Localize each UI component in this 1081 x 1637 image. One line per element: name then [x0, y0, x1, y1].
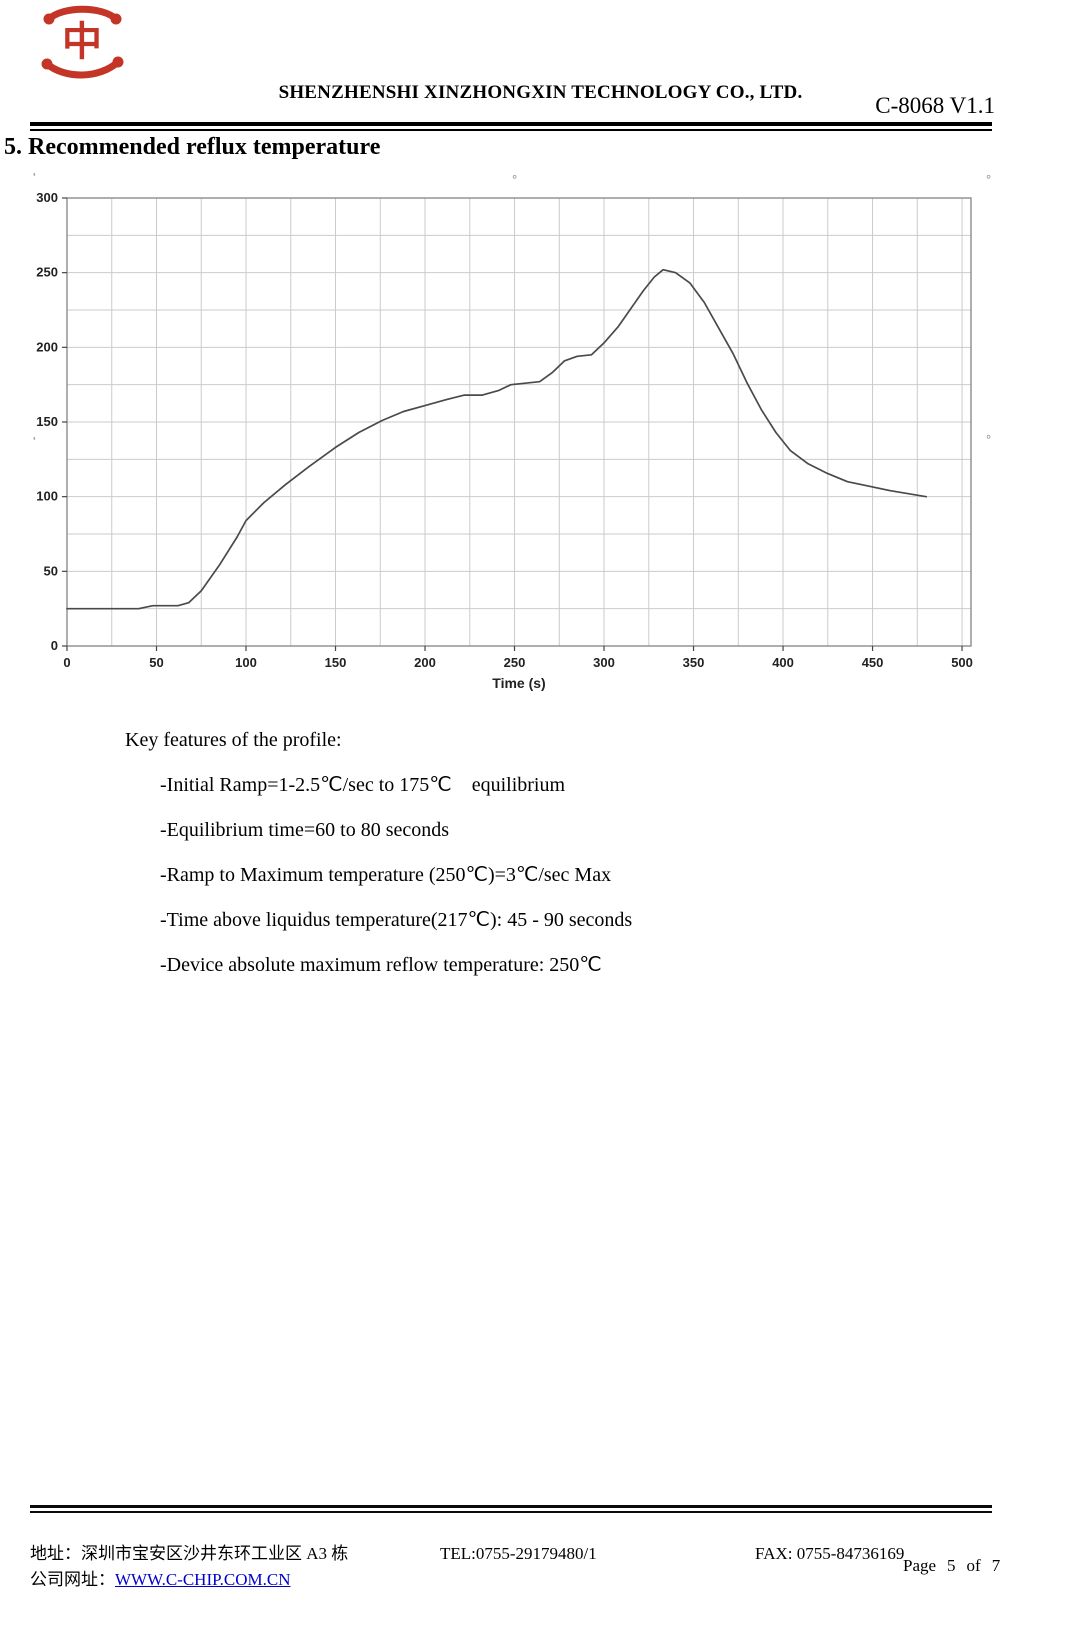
svg-text:50: 50 [44, 563, 58, 578]
footer-divider [30, 1505, 992, 1513]
svg-text:150: 150 [325, 655, 347, 670]
footer-website-label: 公司网址： [30, 1570, 115, 1589]
svg-text:400: 400 [772, 655, 794, 670]
footer-tel: TEL:0755-29179480/1 [440, 1544, 597, 1563]
company-logo-graphic: 中 [41, 5, 124, 79]
svg-text:300: 300 [36, 190, 58, 205]
svg-text:200: 200 [414, 655, 436, 670]
page-number-current: 5 [947, 1556, 956, 1575]
reflow-profile-line [66, 268, 928, 610]
scan-artifact: ° [512, 172, 518, 187]
feature-item: -Device absolute maximum reflow temperat… [160, 954, 602, 976]
feature-item: -Equilibrium time=60 to 80 seconds [160, 819, 450, 841]
svg-text:300: 300 [593, 655, 615, 670]
svg-text:0: 0 [63, 655, 70, 670]
svg-text:500: 500 [951, 655, 973, 670]
feature-item: -Time above liquidus temperature(217℃): … [160, 909, 633, 931]
company-name: SHENZHENSHI XINZHONGXIN TECHNOLOGY CO., … [278, 82, 803, 103]
document-code: C-8068 V1.1 [875, 93, 995, 118]
features-heading: Key features of the profile: [125, 729, 342, 751]
key-features-block: Key features of the profile: -Initial Ra… [0, 728, 1081, 998]
scan-artifact: ' [33, 434, 36, 449]
svg-text:100: 100 [235, 655, 257, 670]
x-axis-label: Time (s) [492, 675, 545, 691]
svg-text:250: 250 [504, 655, 526, 670]
svg-text:0: 0 [51, 638, 58, 653]
feature-item: -Initial Ramp=1-2.5℃/sec to 175℃ equilib… [160, 774, 566, 796]
scan-artifact: ° [986, 432, 992, 447]
footer-address-value: 深圳市宝安区沙井东环工业区 A3 栋 [81, 1544, 349, 1563]
svg-text:250: 250 [36, 265, 58, 280]
svg-text:350: 350 [683, 655, 705, 670]
website-link[interactable]: WWW.C-CHIP.COM.CN [115, 1570, 291, 1589]
page-number-total: 7 [991, 1556, 1001, 1575]
svg-text:100: 100 [36, 489, 58, 504]
logo-character: 中 [62, 19, 102, 64]
svg-text:200: 200 [36, 339, 58, 354]
page-number: Page 5 of 7 [903, 1556, 1000, 1576]
footer-address: 地址：深圳市宝安区沙井东环工业区 A3 栋 [30, 1543, 348, 1565]
scan-artifact: ° [986, 172, 992, 187]
reflow-chart: 0 50 100 150 200 250 300 0 50 100 150 200 250 300 350 4… [25, 168, 991, 703]
feature-item: -Ramp to Maximum temperature (250℃)=3℃/s… [160, 864, 612, 886]
svg-text:450: 450 [862, 655, 884, 670]
footer-fax: FAX: 0755-84736169 [755, 1544, 905, 1563]
header-divider [30, 122, 992, 131]
scan-artifact: ' [33, 170, 36, 185]
reflow-chart-svg: 0 50 100 150 200 250 300 0 50 100 150 200 250 300 350 4… [36, 190, 973, 691]
footer-address-label: 地址： [30, 1544, 81, 1563]
footer-website: 公司网址：WWW.C-CHIP.COM.CN [30, 1569, 291, 1591]
page-number-label: Page [903, 1556, 937, 1575]
svg-text:150: 150 [36, 414, 58, 429]
svg-text:50: 50 [149, 655, 163, 670]
company-logo: 中 [35, 3, 130, 81]
page-number-of: of [966, 1556, 981, 1575]
section-title: 5. Recommended reflux temperature [4, 134, 381, 160]
